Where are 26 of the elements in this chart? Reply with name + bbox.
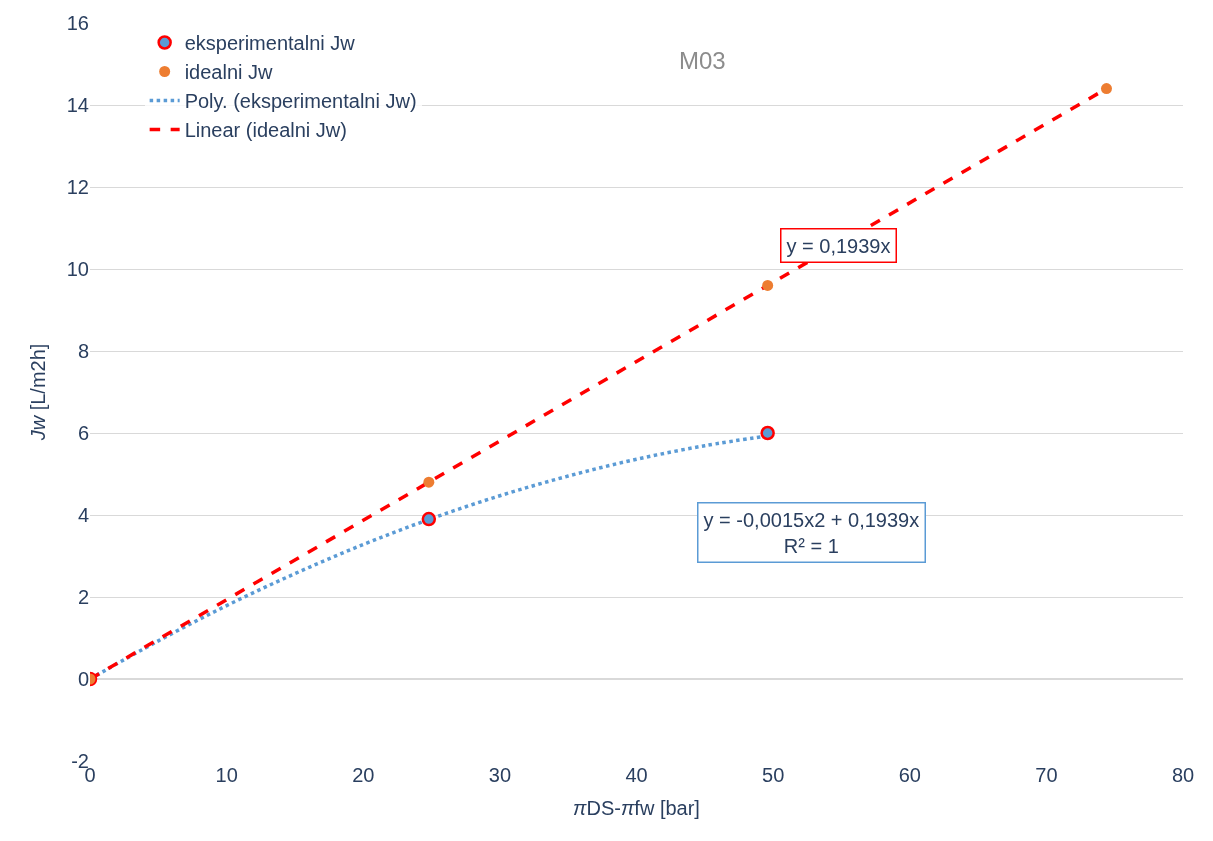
x-tick-label: 80 xyxy=(1171,764,1195,786)
y-tick-label: 14 xyxy=(66,94,89,116)
y-tick-label: 8 xyxy=(77,340,89,362)
legend-label: eksperimentalni Jw xyxy=(184,32,356,55)
x-tick-label: 20 xyxy=(352,764,375,786)
text: M03 xyxy=(679,47,726,74)
x-tick-label: 40 xyxy=(625,764,648,786)
y-tick-label: 6 xyxy=(77,422,89,444)
x-tick-label: 50 xyxy=(762,764,785,786)
y-tick-label: 4 xyxy=(77,504,89,526)
y-tick-label: 16 xyxy=(66,12,89,34)
x-tick-label: 60 xyxy=(898,764,921,786)
x-axis-title: πDS-πfw [bar] xyxy=(573,796,700,819)
x-tick-label: 70 xyxy=(1035,764,1058,786)
y-axis-title: Jw [L/m2h] xyxy=(27,343,50,442)
legend-label: Poly. (eksperimentalni Jw) xyxy=(184,90,417,113)
annotation: y = 0,1939x xyxy=(786,234,891,257)
y-tick-label: 2 xyxy=(77,586,89,608)
y-tick-label: 10 xyxy=(66,258,89,280)
y-tick-label: 12 xyxy=(66,176,89,198)
annotation: y = -0,0015x2 + 0,1939x R² = 1 xyxy=(703,508,920,557)
legend-label: idealni Jw xyxy=(184,61,274,84)
y-tick-label: 0 xyxy=(77,668,89,690)
x-tick-label: 30 xyxy=(488,764,512,786)
legend-label: Linear (idealni Jw) xyxy=(184,119,347,142)
x-tick-label: 10 xyxy=(215,764,238,786)
